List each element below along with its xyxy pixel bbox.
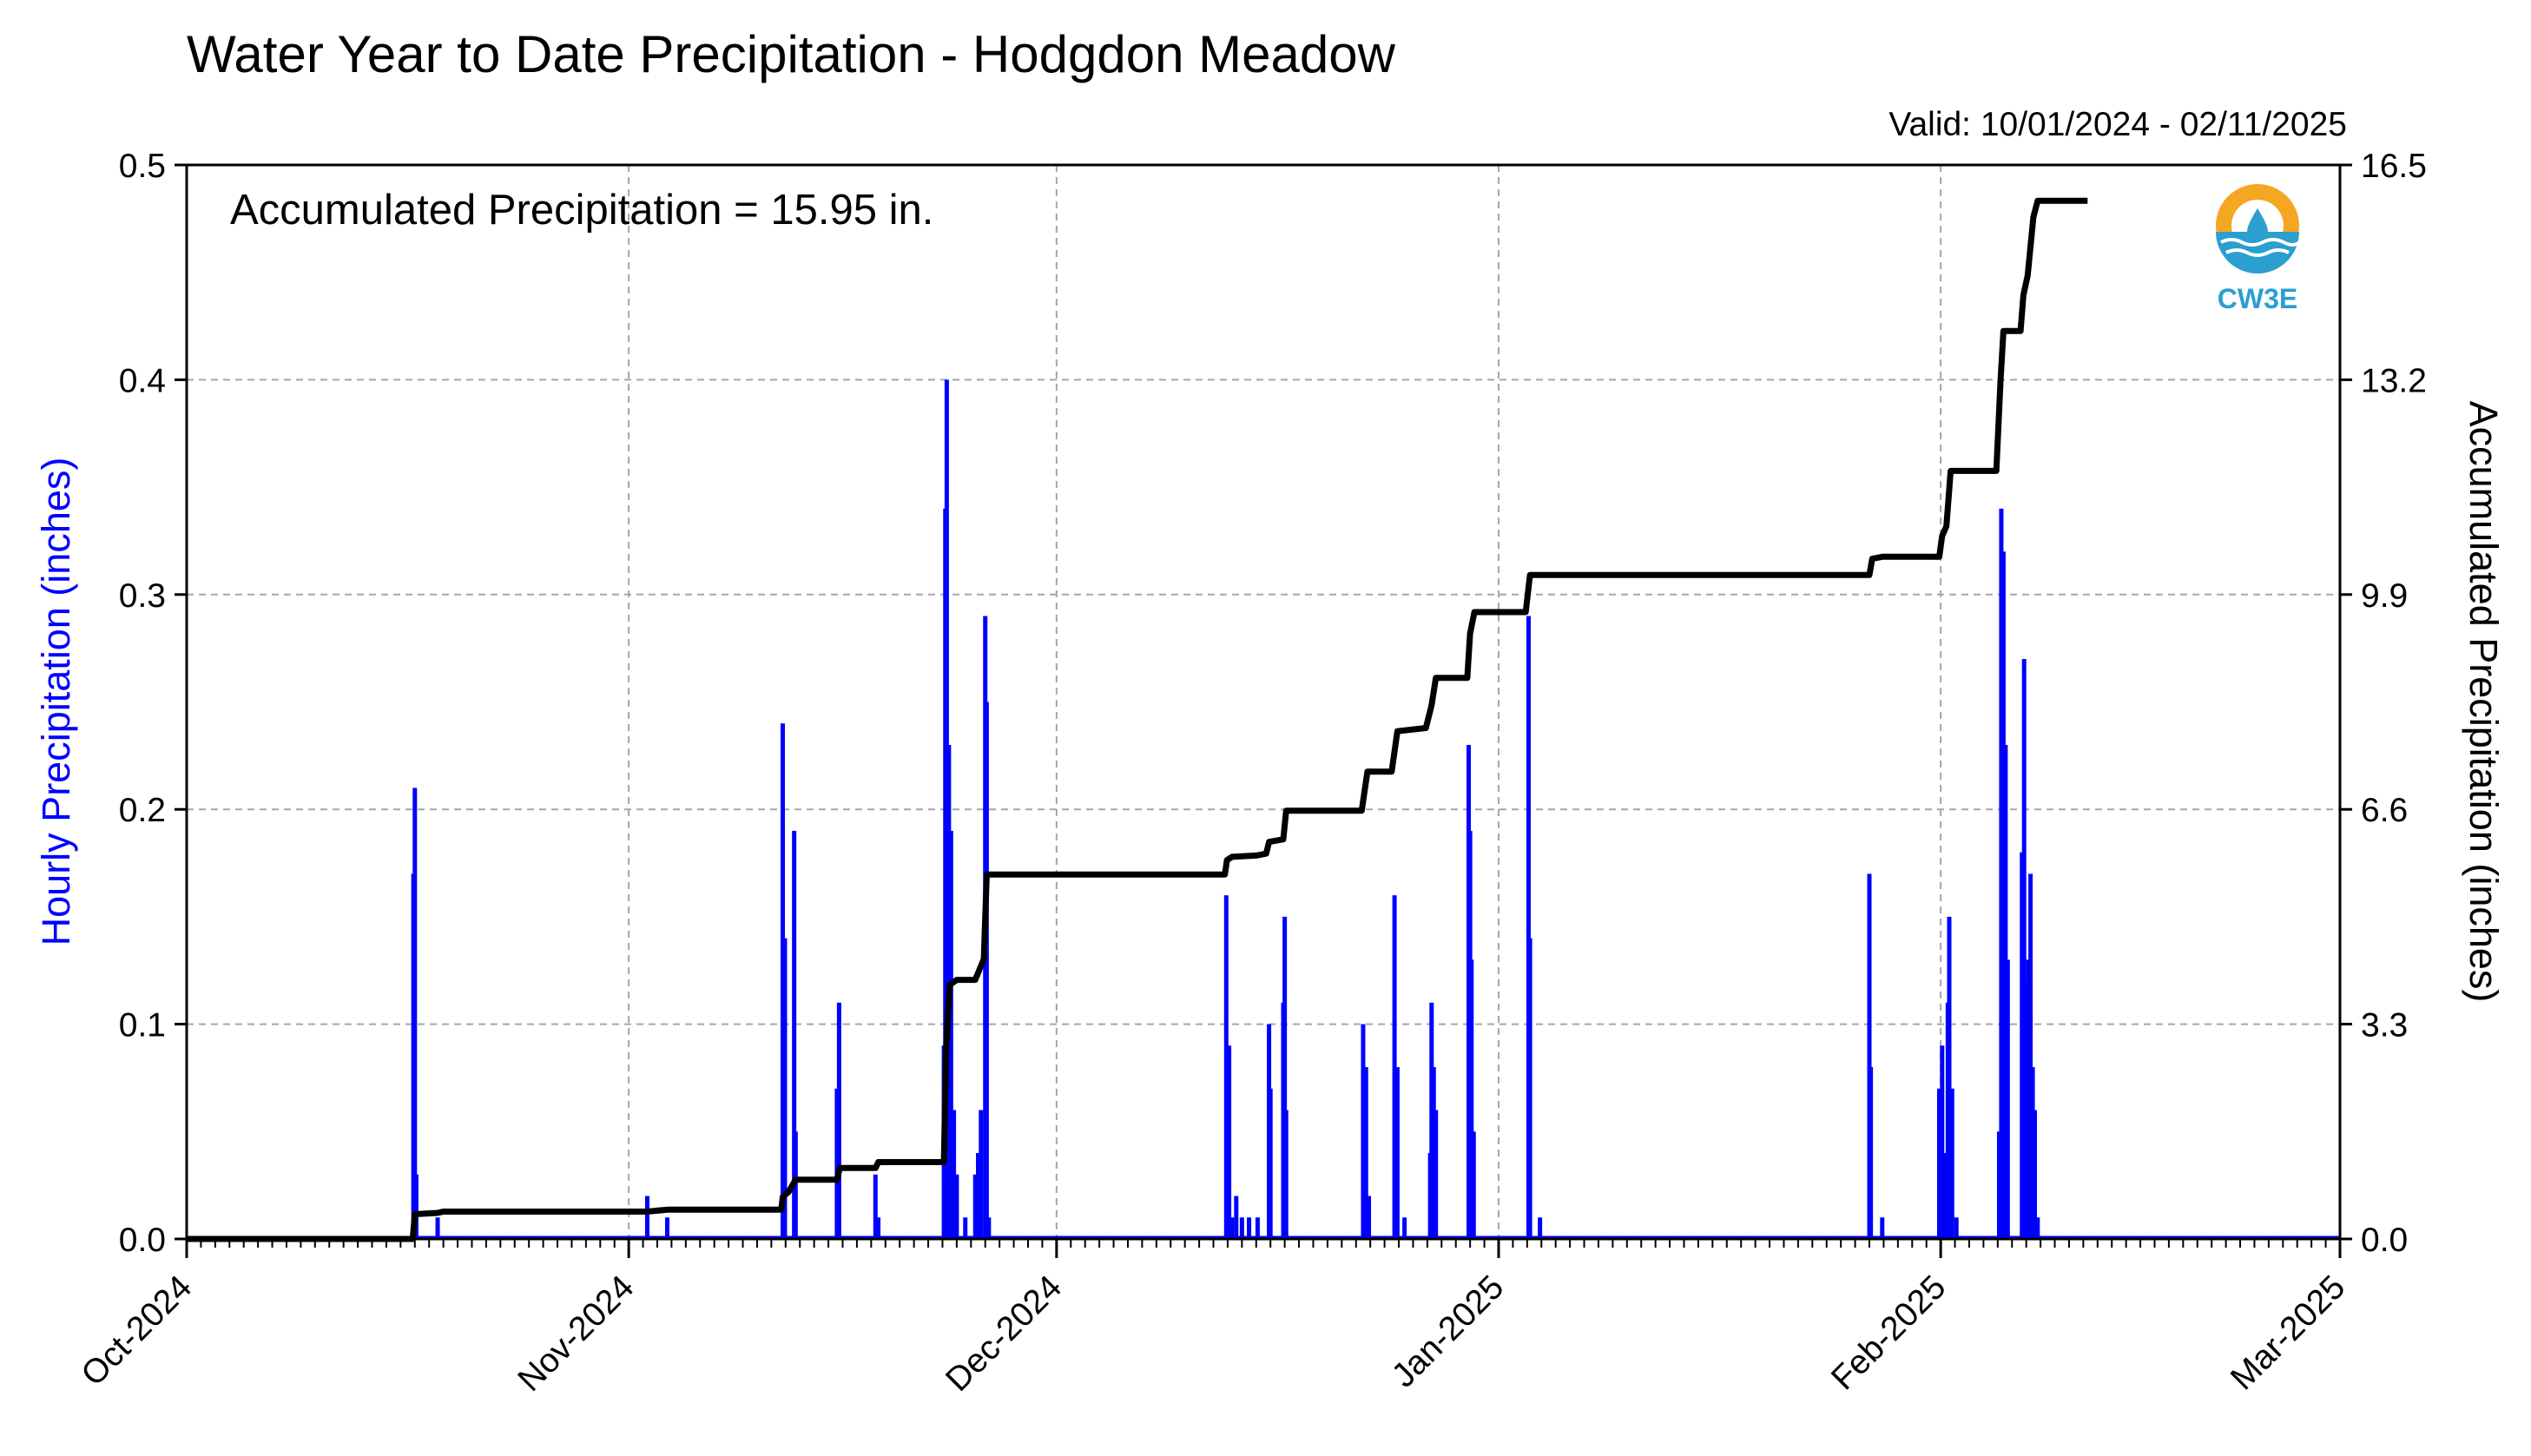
y-left-tick-label: 0.5 xyxy=(119,148,166,185)
y-right-tick-label: 6.6 xyxy=(2361,792,2408,829)
y-axis-left-label: Hourly Precipitation (inches) xyxy=(34,458,78,946)
chart-title: Water Year to Date Precipitation - Hodgd… xyxy=(187,25,1395,83)
hourly-bar xyxy=(1394,1067,1400,1239)
y-right-tick-label: 13.2 xyxy=(2361,362,2427,399)
y-left-tick-label: 0.3 xyxy=(119,577,166,615)
hourly-bar xyxy=(1527,938,1532,1239)
hourly-bar xyxy=(1268,1088,1273,1239)
accumulated-line xyxy=(187,197,2088,1242)
grid-lines xyxy=(187,165,2340,1239)
hourly-bar xyxy=(876,1217,881,1239)
hourly-bar xyxy=(1940,1045,1945,1239)
hourly-bar xyxy=(2035,1217,2040,1239)
y-left-tick-label: 0.1 xyxy=(119,1007,166,1044)
hourly-bar xyxy=(1361,1024,1366,1239)
hourly-bar xyxy=(644,1196,649,1239)
hourly-bar xyxy=(2033,1110,2038,1239)
hourly-bar xyxy=(1229,1217,1235,1239)
hourly-bar xyxy=(952,1110,957,1239)
logo-water xyxy=(2216,232,2299,273)
hourly-bar xyxy=(986,1217,992,1239)
hourly-bar xyxy=(1234,1196,1239,1239)
y-right-tick-label: 0.0 xyxy=(2361,1222,2408,1259)
hourly-bar xyxy=(873,1174,878,1239)
x-tick-label: Mar-2025 xyxy=(2224,1268,2352,1397)
hourly-bar xyxy=(1402,1217,1407,1239)
cw3e-logo: CW3E xyxy=(2205,178,2310,317)
hourly-bar xyxy=(1282,916,1288,1239)
y-right-tick-label: 3.3 xyxy=(2361,1007,2408,1044)
hourly-bar xyxy=(1867,873,1872,1239)
hourly-bar xyxy=(1880,1217,1885,1239)
x-tick-label: Dec-2024 xyxy=(939,1268,1069,1399)
hourly-bar xyxy=(1469,959,1474,1239)
hourly-bar xyxy=(1526,616,1531,1239)
hourly-bar xyxy=(435,1217,440,1239)
hourly-bar xyxy=(979,1110,984,1239)
hourly-bar xyxy=(1947,916,1952,1239)
x-tick-label: Nov-2024 xyxy=(511,1268,642,1399)
hourly-bar xyxy=(413,1174,419,1239)
hourly-bar xyxy=(782,938,788,1239)
hourly-bar xyxy=(792,830,797,1239)
y-right-tick-label: 16.5 xyxy=(2361,148,2427,185)
hourly-bars xyxy=(187,379,2340,1239)
hourly-bar xyxy=(1223,895,1229,1239)
x-tick-label: Oct-2024 xyxy=(75,1268,200,1393)
plot-frame xyxy=(185,163,2342,1241)
hourly-bar xyxy=(976,1153,981,1239)
hourly-bar xyxy=(1869,1067,1874,1239)
hourly-bar xyxy=(963,1217,968,1239)
hourly-bar xyxy=(972,1174,978,1239)
y-axis-right-label: Accumulated Precipitation (inches) xyxy=(2462,401,2506,1003)
hourly-bar xyxy=(1227,1045,1232,1239)
y-right-tick-label: 9.9 xyxy=(2361,577,2408,615)
y-left-tick-label: 0.0 xyxy=(119,1222,166,1259)
hourly-bar xyxy=(1255,1217,1260,1239)
hourly-bar xyxy=(1942,1153,1948,1239)
hourly-bar xyxy=(1954,1217,1959,1239)
hourly-bar xyxy=(1363,1067,1368,1239)
hourly-bar xyxy=(984,702,989,1239)
logo-icon: CW3E xyxy=(2216,184,2301,314)
x-tick-label: Feb-2025 xyxy=(1824,1268,1953,1397)
hourly-bar xyxy=(954,1174,959,1239)
hourly-bar xyxy=(1949,1088,1954,1239)
valid-date-range: Valid: 10/01/2024 - 02/11/2025 xyxy=(1888,106,2347,143)
hourly-bar xyxy=(836,1002,841,1239)
hourly-bar xyxy=(1247,1217,1252,1239)
y-left-tick-label: 0.4 xyxy=(119,362,166,399)
y-left-tick-label: 0.2 xyxy=(119,792,166,829)
hourly-bar xyxy=(1392,895,1397,1239)
hourly-bar xyxy=(1936,1088,1941,1239)
hourly-bar xyxy=(2021,659,2027,1239)
hourly-bar xyxy=(2005,959,2010,1239)
hourly-bar xyxy=(948,830,953,1239)
hourly-bar xyxy=(2028,873,2033,1239)
hourly-bar xyxy=(1434,1110,1439,1239)
hourly-bar xyxy=(1367,1196,1372,1239)
logo-text: CW3E xyxy=(2218,283,2297,314)
hourly-bar xyxy=(1283,1110,1289,1239)
hourly-bar xyxy=(1471,1131,1476,1239)
accumulated-annotation: Accumulated Precipitation = 15.95 in. xyxy=(230,187,933,234)
x-tick-label: Jan-2025 xyxy=(1385,1268,1511,1394)
hourly-bar xyxy=(664,1217,669,1239)
hourly-bar xyxy=(412,787,418,1239)
hourly-bar xyxy=(1538,1217,1543,1239)
hourly-bar xyxy=(1239,1217,1244,1239)
